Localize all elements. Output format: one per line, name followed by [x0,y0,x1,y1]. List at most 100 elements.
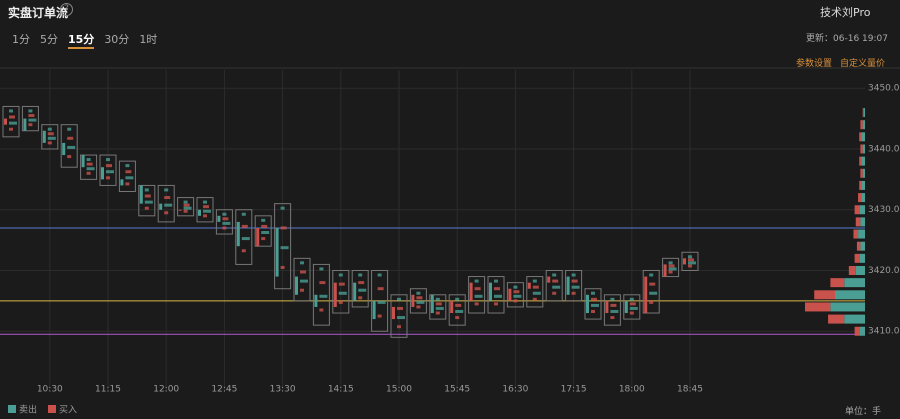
cell [513,290,520,294]
cell [86,171,91,175]
tab[interactable]: 30分 [104,33,130,46]
cell [106,164,112,168]
cell [513,294,522,298]
cell [164,188,169,192]
x-tick-label: 13:30 [270,385,296,395]
range-box [487,276,505,314]
x-tick-label: 16:30 [502,385,528,395]
user[interactable]: 技术刘Pro [820,6,871,19]
cell [319,308,324,312]
cell [397,325,401,329]
cell [358,281,365,285]
cell [513,299,518,303]
cell [28,114,35,118]
cell [591,297,597,301]
profile-sell [858,229,865,239]
range-box [274,203,292,290]
range-box [235,209,253,265]
profile-buy [860,168,863,178]
cell [688,255,692,259]
range-box [351,269,369,308]
cell [397,297,401,301]
cell [28,118,37,122]
cell [164,211,169,215]
range-box [138,184,156,217]
cell [416,305,421,309]
cell [241,237,250,241]
range-box [526,276,544,308]
cell [397,316,405,320]
cell [552,285,561,289]
profile-sell [863,108,865,118]
cell [222,226,227,230]
custom[interactable]: 自定义量价 [840,59,886,69]
profile-sell [855,265,865,275]
cell [629,311,634,315]
candle-body [430,294,434,314]
range-box [99,154,117,186]
cell [47,141,52,145]
cell [474,294,483,298]
candle-body [217,215,221,222]
profile-sell [862,120,865,130]
x-tick-label: 12:00 [153,385,179,395]
cell [144,194,151,198]
candle-body [314,294,318,307]
profile-buy [862,108,864,118]
tab[interactable]: 15分 [68,31,95,49]
cell [280,246,289,250]
tabs: 1分 5分 15分 30分 1时 [12,31,157,49]
cell [591,310,595,313]
profile-sell [862,168,865,178]
y-tick-label: 3410.0 [868,327,900,337]
cell [610,309,619,313]
range-box [565,269,583,302]
cell [416,296,423,300]
tab[interactable]: 5分 [40,33,58,46]
cell [397,306,403,310]
profile-sell [861,180,865,190]
range-box [41,124,59,150]
cell [67,155,72,159]
cell [494,302,498,306]
cell [513,285,518,289]
profile-buy [830,278,845,288]
cell [688,264,692,268]
range-box [448,294,466,326]
cell [261,231,270,234]
profile-buy [814,290,835,300]
y-tick-label: 3440.0 [868,144,900,154]
candle-body [663,264,667,277]
candle-body [489,282,492,301]
cell [455,297,460,301]
settings[interactable]: 参数设置 [796,59,833,69]
cell [416,300,425,304]
range-box [662,257,680,278]
cell [222,217,229,221]
cell [571,279,578,283]
help-icon[interactable]: ? [60,3,73,16]
candle-body [23,118,27,131]
profile-sell [861,193,865,203]
cell [494,279,498,283]
profile-sell [860,217,865,227]
tab[interactable]: 1时 [139,33,158,46]
candle-body [392,306,395,320]
cell [106,176,110,180]
cell [47,136,56,140]
cell [668,267,677,271]
cell [144,200,153,204]
range-box [177,197,195,217]
candle-body [683,258,686,265]
profile-buy [859,156,862,166]
candle-body [198,209,201,216]
cell [183,209,188,213]
cell [610,316,615,320]
x-tick-label: 15:45 [444,385,470,395]
tab[interactable]: 1分 [12,33,30,46]
cell [47,132,54,136]
cell [203,209,211,213]
cell [532,297,537,301]
cell [552,291,557,295]
